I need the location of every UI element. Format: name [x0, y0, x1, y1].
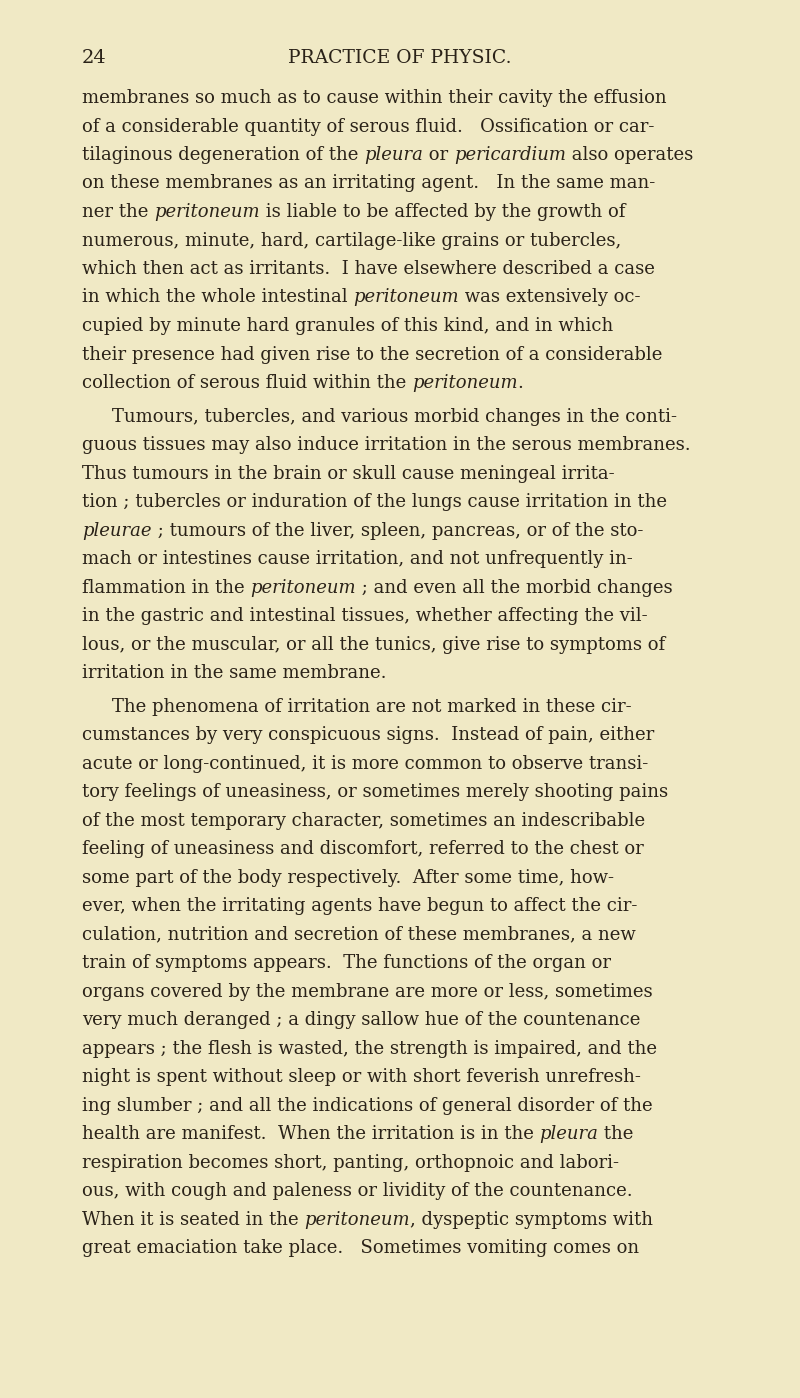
Text: irritation in the same membrane.: irritation in the same membrane. — [82, 664, 386, 682]
Text: pericardium: pericardium — [454, 145, 566, 164]
Text: also operates: also operates — [566, 145, 693, 164]
Text: respiration becomes short, panting, orthopnoic and labori-: respiration becomes short, panting, orth… — [82, 1153, 619, 1172]
Text: ing slumber ; and all the indications of general disorder of the: ing slumber ; and all the indications of… — [82, 1097, 653, 1114]
Text: .: . — [518, 375, 523, 391]
Text: , dyspeptic symptoms with: , dyspeptic symptoms with — [410, 1211, 653, 1229]
Text: ; tumours of the liver, spleen, pancreas, or of the sto-: ; tumours of the liver, spleen, pancreas… — [151, 521, 643, 540]
Text: culation, nutrition and secretion of these membranes, a new: culation, nutrition and secretion of the… — [82, 925, 636, 944]
Text: peritoneum: peritoneum — [304, 1211, 410, 1229]
Text: When it is seated in the: When it is seated in the — [82, 1211, 304, 1229]
Text: feeling of uneasiness and discomfort, referred to the chest or: feeling of uneasiness and discomfort, re… — [82, 840, 644, 858]
Text: ner the: ner the — [82, 203, 154, 221]
Text: train of symptoms appears.  The functions of the organ or: train of symptoms appears. The functions… — [82, 955, 611, 972]
Text: pleurae: pleurae — [82, 521, 151, 540]
Text: of a considerable quantity of serous fluid.   Ossification or car-: of a considerable quantity of serous flu… — [82, 117, 654, 136]
Text: their presence had given rise to the secretion of a considerable: their presence had given rise to the sec… — [82, 345, 662, 363]
Text: peritoneum: peritoneum — [354, 288, 459, 306]
Text: of the most temporary character, sometimes an indescribable: of the most temporary character, sometim… — [82, 812, 645, 830]
Text: The phenomena of irritation are not marked in these cir-: The phenomena of irritation are not mark… — [112, 698, 632, 716]
Text: cumstances by very conspicuous signs.  Instead of pain, either: cumstances by very conspicuous signs. In… — [82, 726, 654, 744]
Text: lous, or the muscular, or all the tunics, give rise to symptoms of: lous, or the muscular, or all the tunics… — [82, 636, 665, 654]
Text: very much deranged ; a dingy sallow hue of the countenance: very much deranged ; a dingy sallow hue … — [82, 1011, 640, 1029]
Text: peritoneum: peritoneum — [154, 203, 260, 221]
Text: flammation in the: flammation in the — [82, 579, 250, 597]
Text: pleura: pleura — [540, 1125, 598, 1144]
Text: ever, when the irritating agents have begun to affect the cir-: ever, when the irritating agents have be… — [82, 898, 638, 916]
Text: which then act as irritants.  I have elsewhere described a case: which then act as irritants. I have else… — [82, 260, 655, 278]
Text: Tumours, tubercles, and various morbid changes in the conti-: Tumours, tubercles, and various morbid c… — [112, 408, 677, 425]
Text: guous tissues may also induce irritation in the serous membranes.: guous tissues may also induce irritation… — [82, 436, 690, 454]
Text: collection of serous fluid within the: collection of serous fluid within the — [82, 375, 412, 391]
Text: or: or — [423, 145, 454, 164]
Text: tory feelings of uneasiness, or sometimes merely shooting pains: tory feelings of uneasiness, or sometime… — [82, 783, 668, 801]
Text: appears ; the flesh is wasted, the strength is impaired, and the: appears ; the flesh is wasted, the stren… — [82, 1040, 657, 1058]
Text: health are manifest.  When the irritation is in the: health are manifest. When the irritation… — [82, 1125, 540, 1144]
Text: on these membranes as an irritating agent.   In the same man-: on these membranes as an irritating agen… — [82, 175, 655, 193]
Text: cupied by minute hard granules of this kind, and in which: cupied by minute hard granules of this k… — [82, 317, 614, 336]
Text: acute or long-continued, it is more common to observe transi-: acute or long-continued, it is more comm… — [82, 755, 648, 773]
Text: the: the — [598, 1125, 634, 1144]
Text: ous, with cough and paleness or lividity of the countenance.: ous, with cough and paleness or lividity… — [82, 1183, 633, 1201]
Text: 24: 24 — [82, 49, 106, 67]
Text: is liable to be affected by the growth of: is liable to be affected by the growth o… — [260, 203, 625, 221]
Text: in which the whole intestinal: in which the whole intestinal — [82, 288, 354, 306]
Text: some part of the body respectively.  After some time, how-: some part of the body respectively. Afte… — [82, 868, 614, 886]
Text: mach or intestines cause irritation, and not unfrequently in-: mach or intestines cause irritation, and… — [82, 551, 633, 568]
Text: peritoneum: peritoneum — [250, 579, 356, 597]
Text: peritoneum: peritoneum — [412, 375, 518, 391]
Text: ; and even all the morbid changes: ; and even all the morbid changes — [356, 579, 673, 597]
Text: PRACTICE OF PHYSIC.: PRACTICE OF PHYSIC. — [288, 49, 512, 67]
Text: tion ; tubercles or induration of the lungs cause irritation in the: tion ; tubercles or induration of the lu… — [82, 493, 667, 512]
Text: organs covered by the membrane are more or less, sometimes: organs covered by the membrane are more … — [82, 983, 653, 1001]
Text: membranes so much as to cause within their cavity the effusion: membranes so much as to cause within the… — [82, 89, 666, 108]
Text: in the gastric and intestinal tissues, whether affecting the vil-: in the gastric and intestinal tissues, w… — [82, 607, 648, 625]
Text: Thus tumours in the brain or skull cause meningeal irrita-: Thus tumours in the brain or skull cause… — [82, 464, 614, 482]
Text: pleura: pleura — [364, 145, 423, 164]
Text: night is spent without sleep or with short feverish unrefresh-: night is spent without sleep or with sho… — [82, 1068, 641, 1086]
Text: numerous, minute, hard, cartilage-like grains or tubercles,: numerous, minute, hard, cartilage-like g… — [82, 232, 622, 249]
Text: great emaciation take place.   Sometimes vomiting comes on: great emaciation take place. Sometimes v… — [82, 1239, 639, 1257]
Text: tilaginous degeneration of the: tilaginous degeneration of the — [82, 145, 364, 164]
Text: was extensively oc-: was extensively oc- — [459, 288, 641, 306]
